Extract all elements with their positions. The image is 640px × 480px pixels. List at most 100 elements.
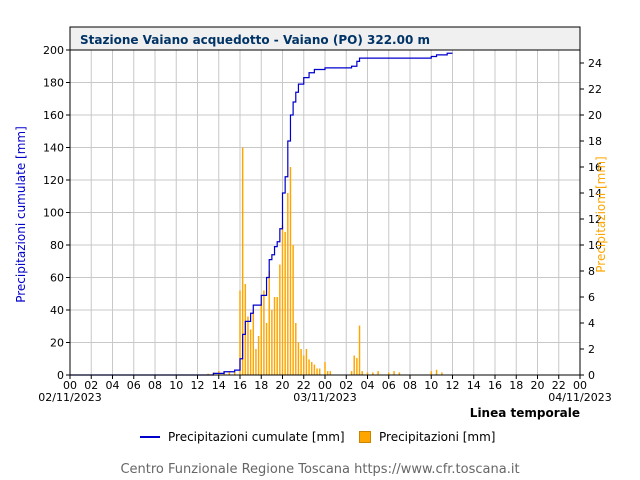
precip-bar xyxy=(281,225,284,375)
x-tick-label: 08 xyxy=(403,379,417,392)
y-left-tick-label: 200 xyxy=(43,44,64,57)
x-tick-label: 20 xyxy=(531,379,545,392)
y-right-tick-label: 24 xyxy=(588,57,602,70)
precip-bar xyxy=(252,310,255,375)
title-box: Stazione Vaiano acquedotto - Vaiano (PO)… xyxy=(69,26,581,51)
precip-bar xyxy=(271,310,273,375)
precip-bar xyxy=(326,371,329,375)
x-tick-label: 10 xyxy=(424,379,438,392)
precip-bar xyxy=(247,316,249,375)
y-right-tick-label: 6 xyxy=(588,291,595,304)
precip-bar xyxy=(297,342,300,375)
legend-line-swatch xyxy=(140,436,160,438)
precip-bar xyxy=(241,147,244,375)
x-date-label: 03/11/2023 xyxy=(293,391,356,404)
precip-bar xyxy=(308,359,310,375)
precip-bar xyxy=(318,368,321,375)
x-tick-label: 14 xyxy=(212,379,226,392)
x-tick-label: 16 xyxy=(488,379,502,392)
precip-bar xyxy=(265,323,268,375)
x-tick-label: 06 xyxy=(382,379,396,392)
precip-bar xyxy=(372,372,374,375)
grid xyxy=(70,50,580,375)
precip-bar xyxy=(398,372,401,375)
precip-bar xyxy=(361,371,363,375)
precip-bar xyxy=(255,349,257,375)
precip-bar xyxy=(273,297,276,375)
y-right-tick-label: 22 xyxy=(588,83,602,96)
precip-bar xyxy=(310,362,313,375)
precip-bar xyxy=(233,371,236,375)
y-right-tick-label: 0 xyxy=(588,369,595,382)
y-right-tick-label: 20 xyxy=(588,109,602,122)
precip-bar xyxy=(300,349,302,375)
precip-bar xyxy=(366,372,369,375)
precip-bar xyxy=(388,372,390,375)
precip-bar xyxy=(228,371,231,375)
x-tick-label: 20 xyxy=(276,379,290,392)
legend-label-precipitation: Precipitazioni [mm] xyxy=(379,430,496,444)
x-tick-label: 22 xyxy=(297,379,311,392)
y-axis-left-label: Precipitazioni cumulate [mm] xyxy=(14,126,28,303)
x-tick-label: 18 xyxy=(509,379,523,392)
x-ticks: 00 02 04 06 08 10 12 14 16 18 20 22 00 02 04 06 08 10 12 14… xyxy=(38,375,612,404)
precip-bar xyxy=(358,325,361,375)
legend-item-precipitation: Precipitazioni [mm] xyxy=(359,430,496,444)
y-left-ticks: 0 20 40 60 80 100 120 140 160 180 200 xyxy=(43,44,70,382)
y-left-tick-label: 100 xyxy=(43,207,64,220)
precip-bar xyxy=(305,349,308,375)
x-tick-label: 04 xyxy=(106,379,120,392)
precip-bar xyxy=(289,167,292,375)
precip-bar xyxy=(279,264,281,375)
x-tick-label: 22 xyxy=(552,379,566,392)
y-right-tick-label: 4 xyxy=(588,317,595,330)
legend-bar-swatch xyxy=(359,431,371,443)
precip-bar xyxy=(207,373,209,375)
x-tick-label: 00 xyxy=(63,379,77,392)
x-tick-label: 00 xyxy=(573,379,587,392)
precip-bar xyxy=(393,371,395,375)
precip-bar xyxy=(324,362,326,375)
precip-bar xyxy=(353,355,355,375)
precip-bar xyxy=(287,193,289,375)
precip-bar xyxy=(313,364,316,375)
cumulative-line-group xyxy=(70,52,453,376)
x-tick-label: 02 xyxy=(339,379,353,392)
y-left-tick-label: 140 xyxy=(43,142,64,155)
precip-bar xyxy=(329,371,332,375)
precip-bar xyxy=(239,290,241,375)
y-right-tick-label: 14 xyxy=(588,187,602,200)
precip-bar xyxy=(295,323,297,375)
y-left-tick-label: 160 xyxy=(43,109,64,122)
precip-bar xyxy=(249,329,252,375)
x-tick-label: 06 xyxy=(127,379,141,392)
x-date-label: 02/11/2023 xyxy=(38,391,101,404)
y-right-tick-label: 12 xyxy=(588,213,602,226)
x-tick-label: 02 xyxy=(84,379,98,392)
y-left-tick-label: 20 xyxy=(50,337,64,350)
precip-bar xyxy=(257,336,260,375)
x-tick-label: 18 xyxy=(254,379,268,392)
precip-bar xyxy=(263,290,265,375)
cumulative-line xyxy=(70,52,453,376)
y-left-tick-label: 60 xyxy=(50,272,64,285)
legend-label-cumulative: Precipitazioni cumulate [mm] xyxy=(168,430,345,444)
precip-bar xyxy=(292,245,294,375)
y-right-tick-label: 10 xyxy=(588,239,602,252)
y-left-tick-label: 120 xyxy=(43,174,64,187)
x-tick-label: 10 xyxy=(169,379,183,392)
y-right-tick-label: 2 xyxy=(588,343,595,356)
y-left-tick-label: 80 xyxy=(50,239,64,252)
precip-bar xyxy=(356,358,358,375)
y-right-tick-label: 8 xyxy=(588,265,595,278)
x-axis-label: Linea temporale xyxy=(470,406,580,420)
y-axis-right-label: Precipitazioni [mm] xyxy=(594,156,608,273)
precip-bar xyxy=(350,371,353,375)
y-right-tick-label: 16 xyxy=(588,161,602,174)
precip-bar xyxy=(316,368,318,375)
x-tick-label: 08 xyxy=(148,379,162,392)
precip-bar xyxy=(441,372,443,375)
x-tick-label: 12 xyxy=(446,379,460,392)
precip-bar xyxy=(435,369,438,375)
